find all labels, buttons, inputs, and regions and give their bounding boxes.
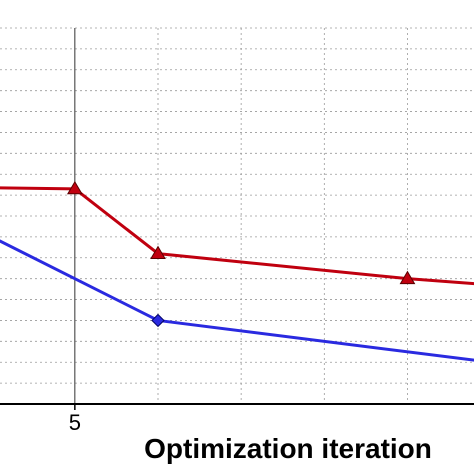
axes — [0, 403, 474, 410]
grid — [0, 27, 474, 404]
series-group — [0, 180, 474, 362]
data-point-marker — [399, 270, 416, 285]
x-axis-title: Optimization iteration — [144, 433, 432, 464]
data-point-marker — [151, 313, 165, 328]
series-2 — [0, 239, 474, 362]
series-1 — [0, 180, 474, 286]
labels: 5 Optimization iteration — [69, 410, 432, 464]
x-tick-label: 5 — [69, 410, 81, 435]
data-point-marker — [66, 180, 83, 195]
series-line — [0, 186, 474, 286]
data-point-marker — [150, 245, 166, 259]
